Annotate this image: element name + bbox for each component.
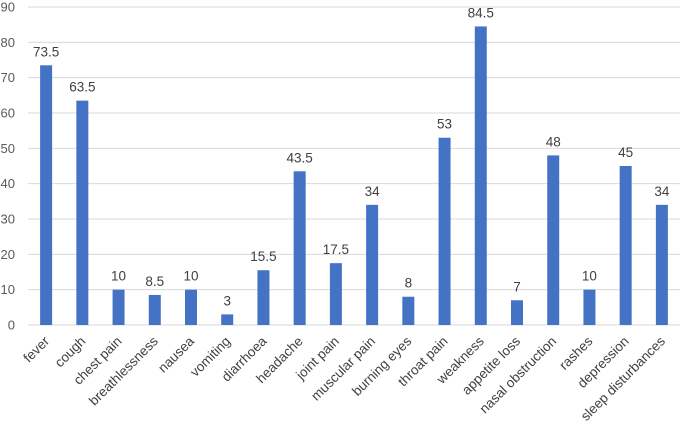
bar xyxy=(619,166,632,325)
data-label: 48 xyxy=(546,134,561,149)
data-label: 10 xyxy=(183,269,198,284)
bar xyxy=(474,26,487,326)
data-label: 8 xyxy=(405,276,413,291)
data-label: 53 xyxy=(437,117,452,132)
y-axis-ticks: 0 10 20 30 40 50 60 70 80 90 xyxy=(1,0,15,333)
data-label: 63.5 xyxy=(69,80,95,95)
bar xyxy=(257,270,270,325)
bar xyxy=(148,294,161,325)
y-tick-label: 90 xyxy=(1,0,15,15)
data-label: 17.5 xyxy=(323,242,349,257)
bar xyxy=(112,289,125,325)
bar xyxy=(366,204,379,325)
data-labels: 73.5 63.5 10 8.5 10 3 15.5 43.5 17.5 34 8 53 84.5 7 48… xyxy=(33,5,670,308)
bar xyxy=(511,300,523,325)
bar xyxy=(402,296,415,325)
data-label: 8.5 xyxy=(145,274,164,289)
data-label: 84.5 xyxy=(468,5,494,20)
category-label: fever xyxy=(20,333,52,365)
y-tick-label: 50 xyxy=(1,141,15,156)
bars xyxy=(40,26,668,326)
data-label: 3 xyxy=(223,293,231,308)
bar xyxy=(438,137,451,325)
y-tick-label: 0 xyxy=(8,318,15,333)
y-tick-label: 70 xyxy=(1,70,15,85)
bar xyxy=(329,263,342,325)
y-tick-label: 40 xyxy=(1,176,15,191)
bar xyxy=(221,314,234,325)
gridlines xyxy=(28,6,680,326)
bar xyxy=(40,65,53,326)
data-label: 7 xyxy=(513,279,521,294)
y-tick-label: 20 xyxy=(1,247,15,262)
data-label: 10 xyxy=(111,269,126,284)
bar xyxy=(185,289,197,325)
y-tick-label: 80 xyxy=(1,35,15,50)
data-label: 45 xyxy=(618,145,633,160)
data-label: 10 xyxy=(582,269,597,284)
bar xyxy=(655,204,668,325)
data-label: 34 xyxy=(654,184,670,199)
y-tick-label: 10 xyxy=(1,282,15,297)
data-label: 15.5 xyxy=(250,249,276,264)
bar xyxy=(293,171,306,325)
y-tick-label: 60 xyxy=(1,106,15,121)
data-label: 43.5 xyxy=(287,150,313,165)
bar xyxy=(547,155,560,325)
bar xyxy=(583,289,596,325)
y-tick-label: 30 xyxy=(1,212,15,227)
bar xyxy=(76,100,89,325)
data-label: 34 xyxy=(365,184,381,199)
data-label: 73.5 xyxy=(33,44,59,59)
